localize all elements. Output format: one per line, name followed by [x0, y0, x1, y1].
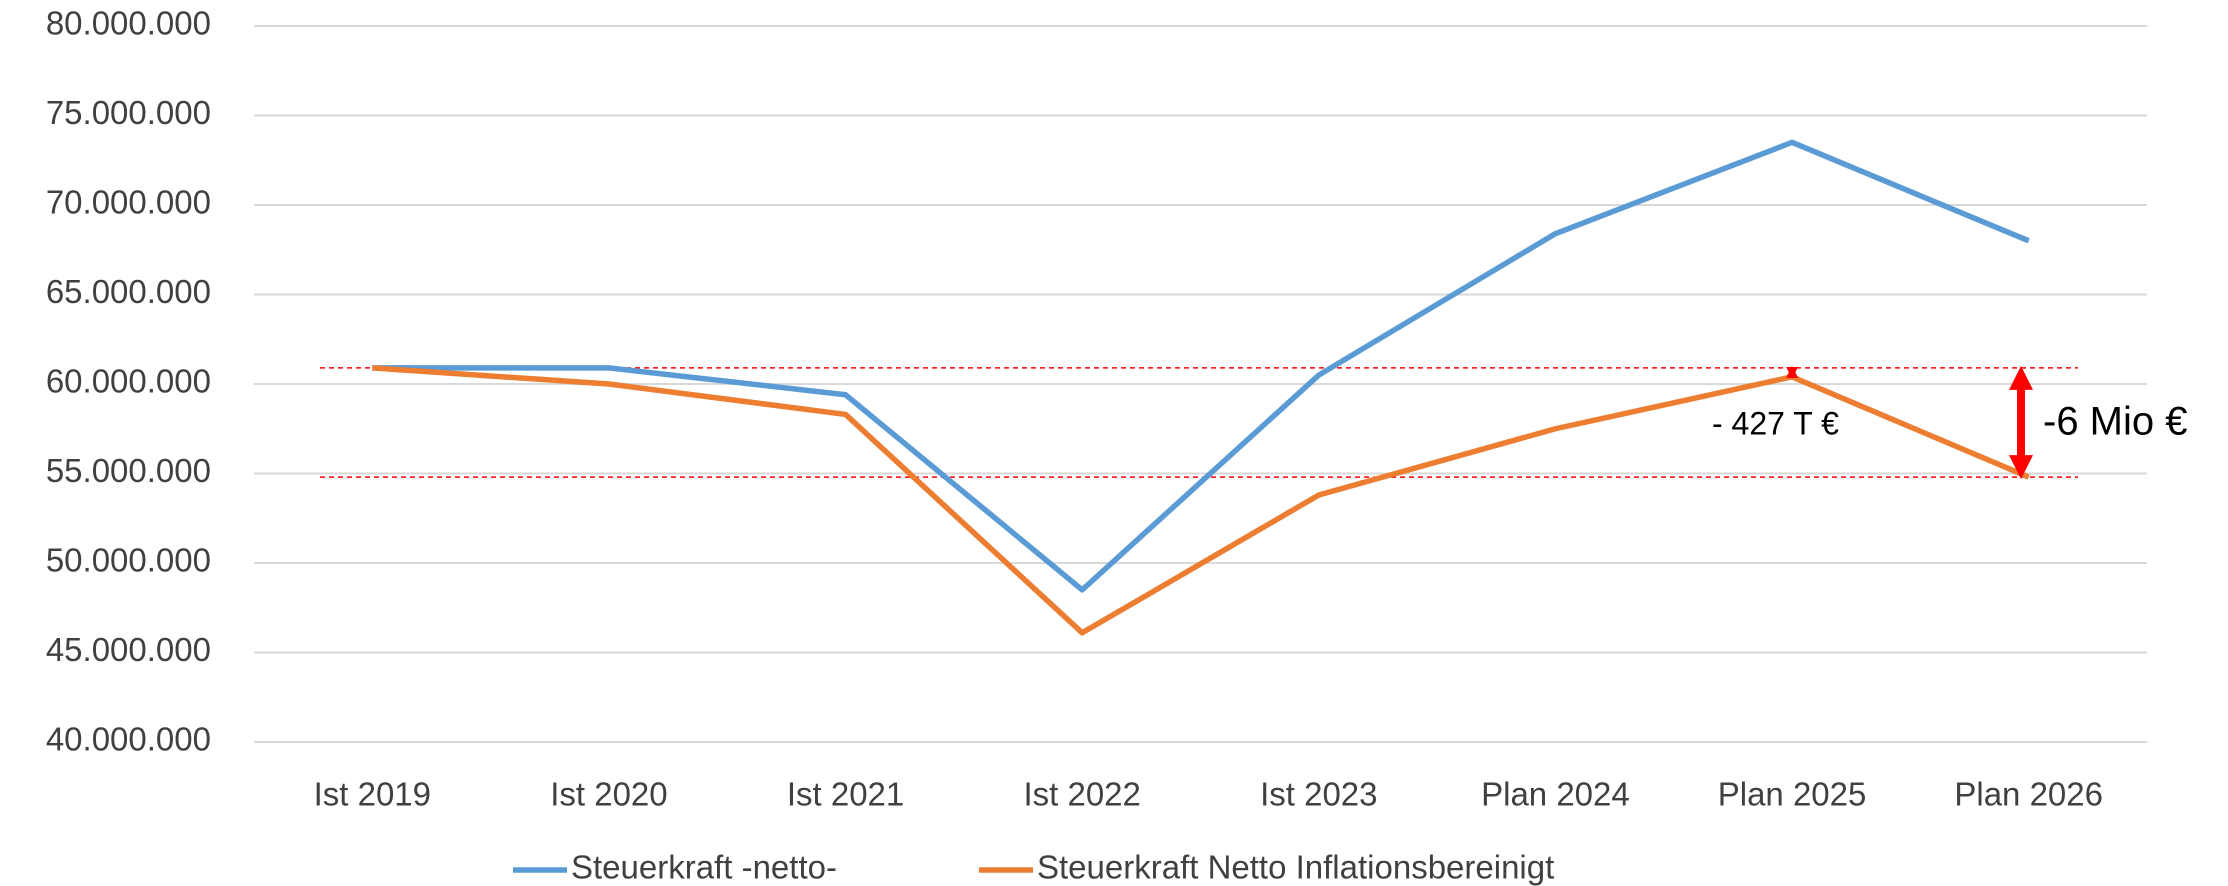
x-tick-label: Ist 2020 [550, 776, 667, 813]
y-tick-label: 45.000.000 [46, 631, 211, 668]
y-tick-label: 40.000.000 [46, 721, 211, 758]
x-tick-label: Ist 2023 [1260, 776, 1377, 813]
y-tick-label: 70.000.000 [46, 184, 211, 221]
series-line [372, 365, 2030, 636]
legend-label: Steuerkraft -netto- [571, 849, 837, 886]
x-tick-label: Plan 2026 [1954, 776, 2103, 813]
y-tick-label: 50.000.000 [46, 542, 211, 579]
y-tick-label: 80.000.000 [46, 5, 211, 42]
y-tick-label: 60.000.000 [46, 363, 211, 400]
x-tick-label: Ist 2019 [314, 776, 431, 813]
x-tick-label: Ist 2021 [787, 776, 904, 813]
x-tick-label: Plan 2024 [1481, 776, 1630, 813]
y-tick-label: 75.000.000 [46, 94, 211, 131]
y-tick-label: 65.000.000 [46, 273, 211, 310]
annotation: -6 Mio € [2043, 400, 2188, 444]
x-tick-label: Plan 2025 [1718, 776, 1867, 813]
y-tick-label: 55.000.000 [46, 452, 211, 489]
legend-label: Steuerkraft Netto Inflationsbereinigt [1037, 849, 1554, 886]
x-tick-label: Ist 2022 [1023, 776, 1140, 813]
series-line [372, 139, 2030, 593]
annotation: - 427 T € [1712, 405, 1839, 441]
